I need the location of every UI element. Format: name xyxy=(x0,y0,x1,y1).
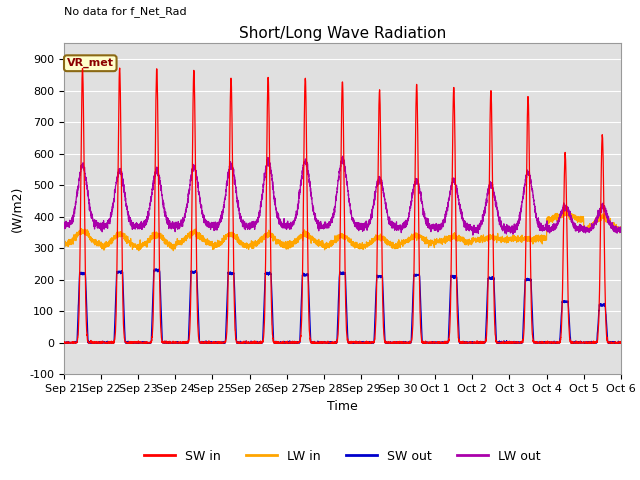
Text: VR_met: VR_met xyxy=(67,58,114,68)
X-axis label: Time: Time xyxy=(327,400,358,413)
Legend: SW in, LW in, SW out, LW out: SW in, LW in, SW out, LW out xyxy=(139,444,546,468)
Y-axis label: (W/m2): (W/m2) xyxy=(11,186,24,232)
Text: No data for f_Net_Rad: No data for f_Net_Rad xyxy=(64,6,187,17)
Title: Short/Long Wave Radiation: Short/Long Wave Radiation xyxy=(239,25,446,41)
